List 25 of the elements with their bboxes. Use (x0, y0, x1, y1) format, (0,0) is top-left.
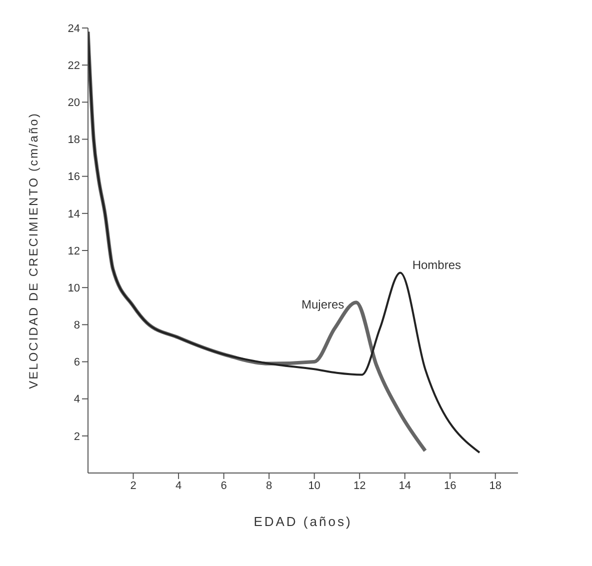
y-tick-label: 20 (68, 97, 80, 110)
y-tick-label: 4 (74, 394, 80, 406)
y-tick-label: 12 (68, 245, 80, 258)
x-tick-label: 4 (175, 480, 182, 492)
x-tick-label: 14 (398, 480, 411, 492)
y-tick-label: 8 (74, 320, 80, 332)
x-tick-label: 2 (130, 480, 136, 492)
x-tick-label: 10 (308, 480, 320, 492)
x-axis-title: EDAD (años) (254, 514, 352, 529)
y-tick-label: 16 (68, 171, 80, 184)
y-axis-title: VELOCIDAD DE CRECIMIENTO (cm/año) (26, 112, 40, 389)
y-tick-label: 22 (68, 60, 80, 72)
y-tick-label: 18 (68, 134, 80, 146)
y-tick-label: 10 (68, 282, 80, 294)
x-tick-label: 18 (489, 480, 502, 492)
series-label: Mujeres (301, 297, 344, 312)
y-tick-label: 24 (68, 22, 80, 35)
y-tick-label: 6 (74, 356, 80, 369)
y-tick-label: 2 (74, 430, 80, 443)
y-tick-label: 14 (68, 208, 80, 220)
x-tick-label: 6 (220, 480, 227, 492)
x-tick-label: 12 (353, 480, 366, 492)
x-tick-label: 8 (266, 480, 272, 492)
x-tick-label: 16 (444, 480, 456, 492)
series-label: Hombres (412, 258, 462, 272)
